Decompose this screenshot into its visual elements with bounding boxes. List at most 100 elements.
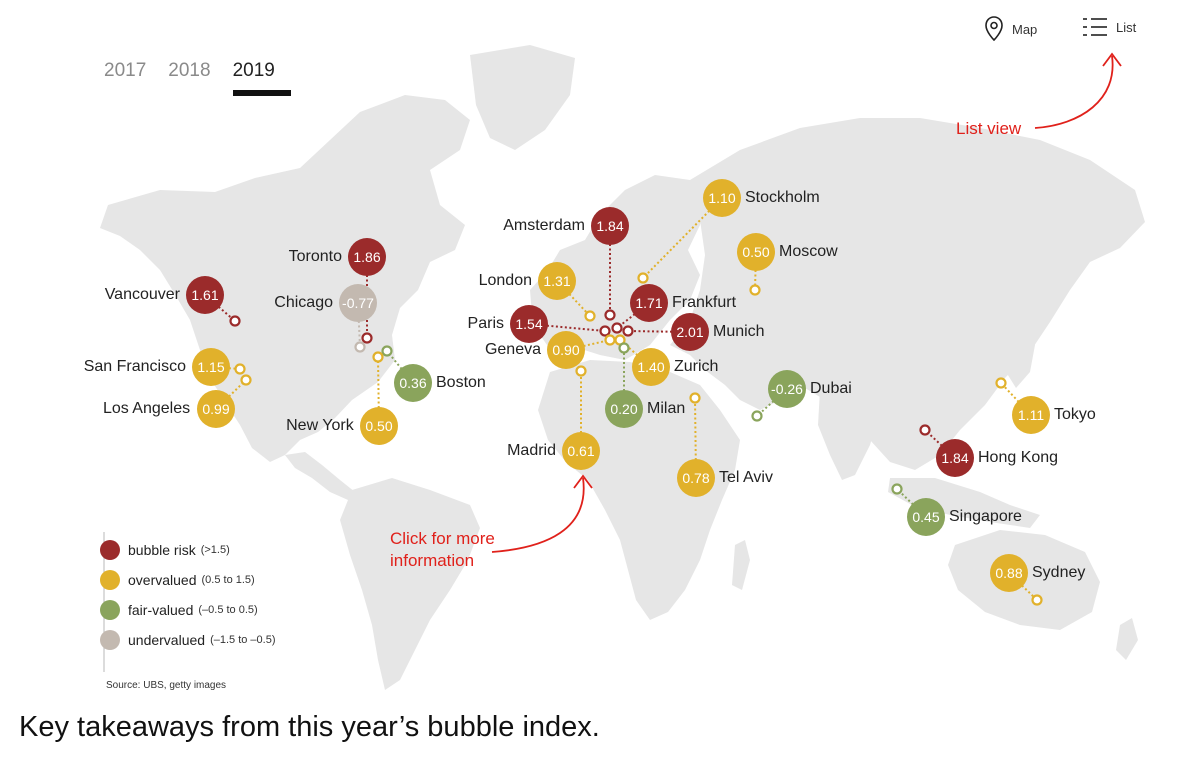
connector-tokyo	[1000, 382, 1032, 416]
label-madrid: Madrid	[507, 442, 556, 459]
bubble-vancouver[interactable]: 1.61	[186, 276, 224, 314]
bubble-moscow[interactable]: 0.50	[737, 233, 775, 271]
year-tabs: 2017 2018 2019	[104, 60, 292, 96]
label-new-york: New York	[286, 417, 354, 434]
bubble-milan[interactable]: 0.20	[605, 390, 643, 428]
pin-los-angeles[interactable]	[240, 374, 252, 386]
pin-tokyo[interactable]	[995, 377, 1007, 389]
list-view-annotation: List view	[956, 119, 1022, 138]
list-view-arrowhead	[1102, 52, 1122, 67]
legend-label-bubble-risk: bubble risk	[128, 542, 196, 558]
new-zealand-landmass	[1116, 618, 1138, 660]
pin-dubai[interactable]	[751, 410, 763, 422]
label-dubai: Dubai	[810, 380, 852, 397]
tab-2019[interactable]: 2019	[232, 60, 292, 96]
legend-range-bubble-risk: (>1.5)	[200, 544, 230, 556]
bubble-madrid[interactable]: 0.61	[562, 432, 600, 470]
bubble-san-francisco[interactable]: 1.15	[192, 348, 230, 386]
bubble-geneva[interactable]: 0.90	[547, 331, 585, 369]
africa-landmass	[538, 360, 740, 620]
madagascar-landmass	[732, 540, 750, 590]
pin-paris[interactable]	[599, 325, 611, 337]
label-sydney: Sydney	[1032, 564, 1086, 581]
pin-frankfurt[interactable]	[611, 322, 623, 334]
label-san-francisco: San Francisco	[83, 358, 186, 375]
click-info-line1: Click for more	[390, 529, 495, 548]
legend-item-undervalued: undervalued (–1.5 to –0.5)	[100, 625, 276, 655]
pin-sydney[interactable]	[1031, 594, 1043, 606]
legend-range-undervalued: (–1.5 to –0.5)	[210, 634, 276, 646]
bubble-sydney[interactable]: 0.88	[990, 554, 1028, 592]
bubble-toronto[interactable]: 1.86	[348, 238, 386, 276]
pin-vancouver[interactable]	[229, 315, 241, 327]
bubble-tokyo[interactable]: 1.11	[1012, 396, 1050, 434]
label-munich: Munich	[713, 323, 765, 340]
legend-dot-bubble-risk	[100, 540, 120, 560]
location-pins	[229, 272, 1043, 606]
connector-london	[556, 280, 591, 317]
bubble-boston[interactable]: 0.36	[394, 364, 432, 402]
pin-singapore[interactable]	[891, 483, 903, 495]
pin-san-francisco[interactable]	[234, 363, 246, 375]
bubble-munich[interactable]: 2.01	[671, 313, 709, 351]
legend-label-fair-valued: fair-valued	[128, 602, 194, 618]
bubble-new-york[interactable]: 0.50	[360, 407, 398, 445]
label-los-angeles: Los Angeles	[102, 400, 191, 417]
pin-amsterdam[interactable]	[604, 309, 616, 321]
bubble-dubai[interactable]: -0.26	[768, 370, 806, 408]
click-info-line2: information	[390, 551, 475, 570]
list-icon	[1083, 18, 1107, 36]
bubble-london[interactable]: 1.31	[538, 262, 576, 300]
label-geneva: Geneva	[484, 341, 541, 358]
bubble-chicago[interactable]: -0.77	[339, 284, 377, 322]
pin-geneva[interactable]	[604, 334, 616, 346]
map-view-button[interactable]: Map	[984, 16, 1037, 42]
tab-2017[interactable]: 2017	[104, 60, 147, 81]
label-london: London	[478, 272, 532, 289]
pin-new-york[interactable]	[372, 351, 384, 363]
connector-geneva	[565, 339, 611, 351]
pin-munich[interactable]	[622, 325, 634, 337]
pin-london[interactable]	[584, 310, 596, 322]
legend: bubble risk (>1.5) overvalued (0.5 to 1.…	[100, 535, 276, 655]
connector-paris	[528, 323, 606, 332]
bubble-paris[interactable]: 1.54	[510, 305, 548, 343]
bubble-hong-kong[interactable]: 1.84	[936, 439, 974, 477]
pin-moscow[interactable]	[749, 284, 761, 296]
bubble-tel-aviv[interactable]: 0.78	[677, 459, 715, 497]
bubble-stockholm[interactable]: 1.10	[703, 179, 741, 217]
pin-toronto[interactable]	[361, 332, 373, 344]
bubble-los-angeles[interactable]: 0.99	[197, 390, 235, 428]
legend-label-undervalued: undervalued	[128, 632, 206, 648]
list-view-button[interactable]: List	[1082, 16, 1136, 38]
pin-milan[interactable]	[618, 342, 630, 354]
legend-range-overvalued: (0.5 to 1.5)	[201, 574, 255, 586]
list-view-label: List	[1116, 19, 1137, 35]
bubble-amsterdam[interactable]: 1.84	[591, 207, 629, 245]
india-landmass	[818, 385, 880, 480]
label-frankfurt: Frankfurt	[672, 294, 737, 311]
bubble-frankfurt[interactable]: 1.71	[630, 284, 668, 322]
tab-2018[interactable]: 2018	[168, 60, 211, 81]
label-moscow: Moscow	[779, 243, 838, 260]
click-info-arrow	[491, 477, 585, 553]
pin-madrid[interactable]	[575, 365, 587, 377]
list-view-arrow	[1034, 55, 1114, 129]
legend-label-overvalued: overvalued	[128, 572, 197, 588]
page-caption: Key takeaways from this year’s bubble in…	[19, 711, 600, 743]
bubble-zurich[interactable]: 1.40	[632, 348, 670, 386]
pin-chicago[interactable]	[354, 341, 366, 353]
pin-boston[interactable]	[381, 345, 393, 357]
legend-range-fair-valued: (–0.5 to 0.5)	[198, 604, 258, 616]
pin-tel-aviv[interactable]	[689, 392, 701, 404]
click-info-annotation: Click for more information	[390, 528, 495, 572]
label-hong-kong: Hong Kong	[978, 449, 1059, 466]
pin-stockholm[interactable]	[637, 272, 649, 284]
bubble-singapore[interactable]: 0.45	[907, 498, 945, 536]
pin-hong-kong[interactable]	[919, 424, 931, 436]
map-pin-icon	[985, 16, 1003, 42]
south-america-landmass	[340, 478, 480, 690]
label-milan: Milan	[647, 400, 686, 417]
connector-vancouver	[204, 294, 236, 322]
